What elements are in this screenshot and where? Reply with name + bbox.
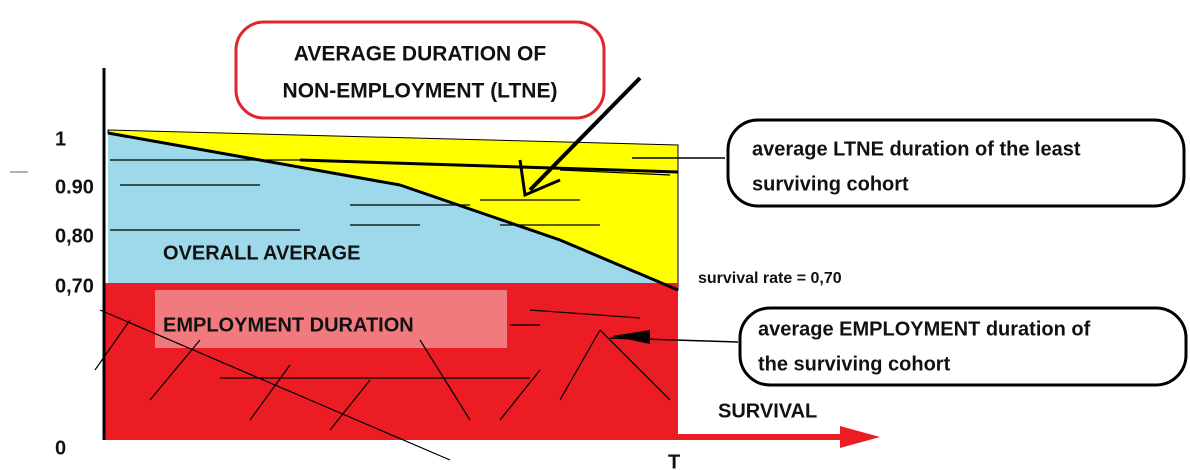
callout-text: AVERAGE DURATION OF (294, 43, 547, 66)
least-cohort-line (299, 158, 679, 174)
x-arrow-head (840, 426, 880, 448)
survival-rate: survival rate = 0,70 (698, 270, 842, 287)
survival-curve (107, 131, 401, 187)
callout-box (726, 118, 1186, 208)
y-label: 0.90 (55, 176, 94, 198)
callout-text: surviving cohort (752, 173, 909, 195)
callout-pointer-head (612, 330, 650, 344)
y-label: 0 (55, 437, 66, 459)
callout-box (234, 20, 606, 120)
callout-text: the surviving cohort (758, 353, 951, 375)
employment-label-box (155, 290, 507, 348)
callout-text: NON-EMPLOYMENT (LTNE) (283, 80, 558, 103)
arrow-label: SURVIVAL (718, 400, 817, 422)
overall-region (108, 133, 678, 292)
callout-arrow (528, 76, 642, 192)
callout-box (738, 306, 1188, 387)
callout-text: average EMPLOYMENT duration of (758, 318, 1091, 340)
x-label: T (668, 451, 680, 470)
region-label: OVERALL AVERAGE (163, 242, 360, 264)
y-label: 0,70 (55, 275, 94, 297)
sketch-lines (94, 159, 671, 461)
survival-curve (399, 183, 679, 292)
callout-arrow-head (518, 159, 561, 198)
callout-text: average LTNE duration of the least (752, 138, 1081, 160)
y-label: 1 (55, 128, 66, 150)
region-label: EMPLOYMENT DURATION (163, 314, 414, 336)
y-label: 0,80 (55, 225, 94, 247)
